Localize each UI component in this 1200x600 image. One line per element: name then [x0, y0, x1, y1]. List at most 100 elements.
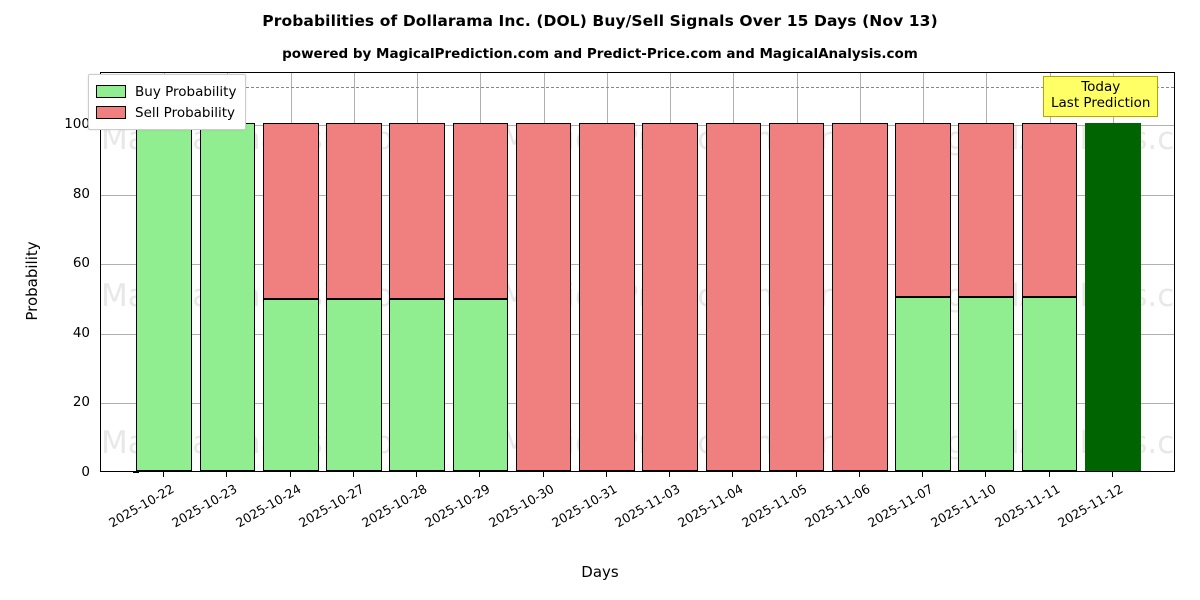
- bar-segment-buy[interactable]: [262, 298, 319, 471]
- x-tick-mark: [732, 472, 734, 477]
- bar-column[interactable]: [768, 73, 825, 471]
- y-tick-label: 20: [72, 394, 90, 411]
- bar-column[interactable]: [705, 73, 762, 471]
- x-tick-mark: [1111, 472, 1113, 477]
- x-tick-mark: [542, 472, 544, 477]
- bar-column[interactable]: [199, 73, 256, 471]
- x-tick-mark: [226, 472, 228, 477]
- x-tick-label: 2025-11-04: [675, 481, 746, 531]
- bar-segment-buy[interactable]: [895, 297, 951, 471]
- y-tick-label: 60: [72, 255, 90, 272]
- bar-column[interactable]: [579, 73, 635, 471]
- bar-segment-buy[interactable]: [1021, 297, 1078, 471]
- bar-column[interactable]: [262, 73, 319, 471]
- x-tick-mark: [289, 472, 291, 477]
- bar-column[interactable]: [958, 73, 1015, 471]
- x-tick-label: 2025-10-28: [359, 481, 430, 531]
- x-tick-label: 2025-10-29: [422, 481, 493, 531]
- x-tick-label: 2025-10-22: [106, 481, 177, 531]
- bar-segment-sell[interactable]: [452, 123, 509, 299]
- bar-column[interactable]: [832, 73, 888, 471]
- bar-segment-buy[interactable]: [136, 123, 193, 471]
- x-tick-mark: [416, 472, 418, 477]
- x-axis-label: Days: [581, 563, 619, 581]
- today-annotation-line2: Last Prediction: [1051, 94, 1151, 111]
- gridline-horizontal: [101, 125, 1174, 127]
- today-annotation: Today Last Prediction: [1043, 76, 1159, 117]
- bar-segment-sell[interactable]: [515, 123, 572, 471]
- y-tick-mark: [133, 472, 139, 473]
- gridline-horizontal: [101, 194, 1174, 196]
- y-axis-label: Probability: [23, 241, 41, 321]
- bar-column[interactable]: [452, 73, 509, 471]
- bar-segment-sell[interactable]: [768, 123, 825, 471]
- chart-legend[interactable]: Buy Probability Sell Probability: [88, 74, 247, 130]
- bar-segment-sell[interactable]: [262, 123, 319, 299]
- legend-swatch-buy: [96, 85, 126, 98]
- x-tick-mark: [163, 472, 165, 477]
- chart-subtitle: powered by MagicalPrediction.com and Pre…: [282, 46, 918, 62]
- bar-segment-sell[interactable]: [579, 123, 635, 471]
- legend-label-buy: Buy Probability: [135, 83, 237, 100]
- x-tick-label: 2025-10-23: [169, 481, 240, 531]
- page-title: Probabilities of Dollarama Inc. (DOL) Bu…: [262, 12, 938, 30]
- bar-segment-sell[interactable]: [642, 123, 698, 471]
- legend-label-sell: Sell Probability: [135, 104, 236, 121]
- y-tick-label: 0: [81, 464, 90, 480]
- x-tick-label: 2025-10-24: [232, 481, 304, 531]
- bar-segment-sell[interactable]: [705, 123, 762, 471]
- bar-column[interactable]: [136, 73, 193, 471]
- x-tick-mark: [922, 472, 924, 477]
- bar-segment-buy[interactable]: [199, 123, 256, 471]
- plot-area: MagicalAnalysis.comMagicalPrediction.com…: [100, 72, 1175, 472]
- bar-segment-sell[interactable]: [958, 123, 1015, 298]
- bar-segment-sell[interactable]: [895, 123, 951, 298]
- bar-column[interactable]: [389, 73, 445, 471]
- x-tick-label: 2025-11-07: [865, 481, 936, 531]
- y-tick-label: 40: [72, 324, 90, 341]
- x-tick-label: 2025-11-03: [612, 481, 683, 531]
- bar-segment-buy[interactable]: [389, 298, 445, 471]
- gridline-horizontal: [101, 264, 1174, 266]
- bar-column[interactable]: [515, 73, 572, 471]
- bar-segment-buy[interactable]: [452, 298, 509, 471]
- bar-column[interactable]: [895, 73, 951, 471]
- bar-segment-sell[interactable]: [326, 123, 382, 299]
- gridline-horizontal: [101, 333, 1174, 335]
- legend-item-buy[interactable]: Buy Probability: [96, 81, 236, 102]
- bar-segment-sell[interactable]: [389, 123, 445, 299]
- bar-column[interactable]: [1021, 73, 1078, 471]
- x-tick-label: 2025-11-12: [1054, 481, 1126, 531]
- y-axis-ticks: 0 20 40 60 80 100: [40, 0, 139, 600]
- y-tick-label: 100: [64, 116, 90, 133]
- bar-segment-sell[interactable]: [832, 123, 888, 471]
- x-tick-label: 2025-10-31: [548, 481, 620, 531]
- bar-column[interactable]: [642, 73, 698, 471]
- x-tick-mark: [985, 472, 987, 477]
- x-tick-label: 2025-11-06: [801, 481, 873, 531]
- x-tick-label: 2025-11-05: [738, 481, 810, 531]
- bar-segment-buy[interactable]: [958, 297, 1015, 471]
- x-tick-mark: [858, 472, 860, 477]
- threshold-dashed-line: [101, 86, 1174, 88]
- bar-column[interactable]: [1084, 73, 1141, 471]
- x-tick-label: 2025-10-27: [296, 481, 367, 531]
- x-tick-mark: [795, 472, 797, 477]
- y-tick-label: 80: [72, 185, 90, 202]
- x-tick-mark: [479, 472, 481, 477]
- bar-column[interactable]: [326, 73, 382, 471]
- legend-swatch-sell: [96, 106, 126, 119]
- x-tick-label: 2025-11-10: [928, 481, 999, 531]
- x-tick-mark: [352, 472, 354, 477]
- x-tick-label: 2025-10-30: [485, 481, 557, 531]
- bar-segment-today[interactable]: [1084, 123, 1141, 471]
- bar-series: [101, 73, 1174, 471]
- x-tick-label: 2025-11-11: [991, 481, 1063, 531]
- bar-segment-buy[interactable]: [326, 298, 382, 471]
- legend-item-sell[interactable]: Sell Probability: [96, 102, 236, 123]
- x-tick-mark: [1048, 472, 1050, 477]
- bar-segment-sell[interactable]: [1021, 123, 1078, 298]
- today-annotation-line1: Today: [1081, 79, 1121, 95]
- x-tick-mark: [669, 472, 671, 477]
